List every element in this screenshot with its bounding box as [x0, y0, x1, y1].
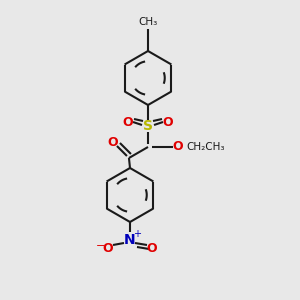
Text: +: + [133, 229, 141, 239]
Text: O: O [108, 136, 118, 148]
Text: O: O [147, 242, 157, 254]
Text: O: O [163, 116, 173, 130]
Text: −: − [96, 241, 106, 251]
Text: N: N [124, 233, 136, 247]
Text: O: O [123, 116, 133, 130]
Text: S: S [143, 119, 153, 133]
Text: CH₃: CH₃ [138, 17, 158, 27]
Text: O: O [173, 140, 183, 154]
Text: O: O [103, 242, 113, 254]
Text: CH₂CH₃: CH₂CH₃ [186, 142, 224, 152]
